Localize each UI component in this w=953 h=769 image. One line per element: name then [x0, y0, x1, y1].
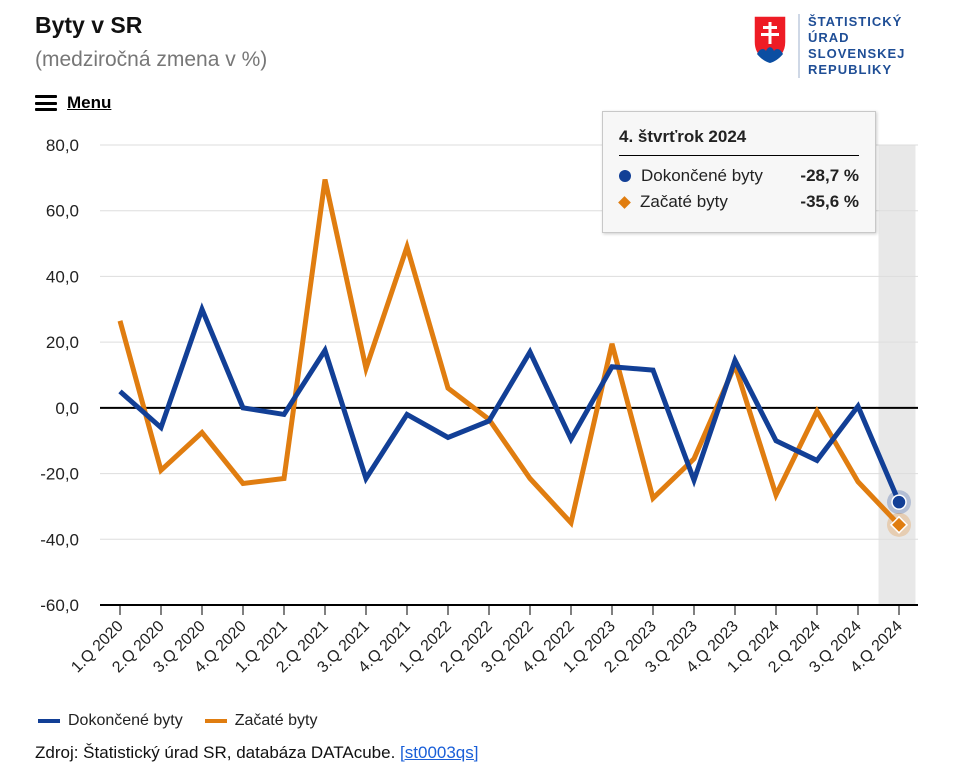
point-marker-completed	[891, 494, 907, 510]
tooltip-header: 4. štvrťrok 2024	[619, 127, 859, 156]
y-tick-label: -60,0	[40, 596, 79, 615]
legend-label: Začaté byty	[234, 712, 318, 729]
legend-item-started[interactable]: Začaté byty	[204, 712, 318, 730]
logo-line-1: ŠTATISTICKÝ	[808, 14, 903, 29]
source-text: Zdroj: Štatistický úrad SR, databáza DAT…	[35, 743, 396, 762]
chart-tooltip: 4. štvrťrok 2024 Dokončené byty -28,7 % …	[602, 111, 876, 233]
y-tick-label: 20,0	[46, 333, 79, 352]
chart-title: Byty v SR	[35, 12, 143, 38]
menu-button[interactable]: Menu	[35, 93, 111, 113]
tooltip-series-value: -35,6 %	[800, 192, 859, 211]
point-marker-started	[889, 515, 909, 534]
tooltip-row-completed: Dokončené byty -28,7 %	[619, 166, 859, 186]
series-line-completed	[118, 302, 902, 504]
chart-subtitle: (medziročná zmena v %)	[35, 48, 268, 71]
y-tick-label: 40,0	[46, 267, 79, 286]
y-tick-label: 60,0	[46, 202, 79, 221]
logo-line-3: SLOVENSKEJ	[808, 46, 906, 61]
menu-label: Menu	[67, 93, 112, 112]
tooltip-row-started: Začaté byty -35,6 %	[618, 192, 859, 212]
y-tick-label: -20,0	[40, 465, 79, 484]
source-link[interactable]: [st0003qs]	[400, 743, 479, 762]
tooltip-series-value: -28,7 %	[800, 166, 859, 185]
logo-line-2: ÚRAD	[808, 30, 850, 45]
legend-line-swatch	[38, 719, 60, 723]
y-tick-label: 0,0	[55, 399, 79, 418]
circle-marker-icon	[619, 170, 631, 182]
y-tick-label: 80,0	[46, 136, 79, 155]
slovak-coat-of-arms-icon	[753, 15, 787, 64]
source-note: Zdroj: Štatistický úrad SR, databáza DAT…	[35, 743, 479, 763]
tooltip-series-name: Začaté byty	[640, 192, 728, 211]
statistical-office-logo: ŠTATISTICKÝ ÚRAD SLOVENSKEJ REPUBLIKY	[752, 14, 905, 78]
tooltip-series-name: Dokončené byty	[641, 166, 763, 185]
legend-line-swatch	[204, 719, 227, 723]
legend-item-completed[interactable]: Dokončené byty	[38, 712, 183, 730]
series-line-started	[117, 178, 901, 529]
hamburger-icon	[35, 95, 57, 111]
diamond-marker-icon	[618, 195, 631, 209]
y-tick-label: -40,0	[40, 530, 79, 549]
logo-line-4: REPUBLIKY	[808, 62, 893, 77]
legend-label: Dokončené byty	[68, 712, 183, 729]
chart-legend: Dokončené byty Začaté byty	[38, 712, 339, 730]
